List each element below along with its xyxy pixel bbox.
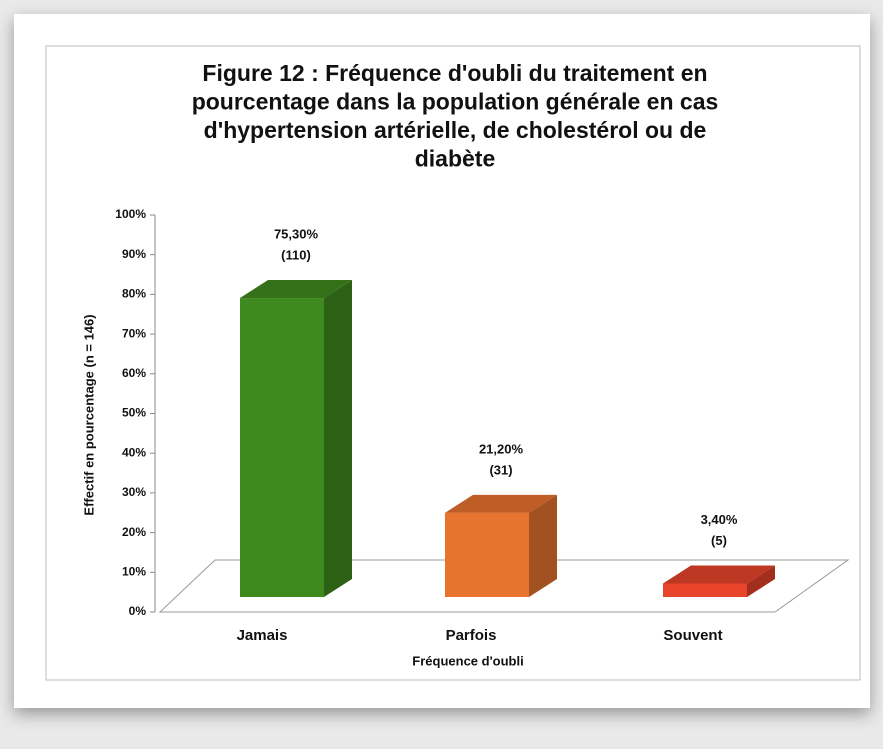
bar [240, 298, 324, 597]
chart-title: d'hypertension artérielle, de cholestéro… [204, 117, 707, 143]
count-label: (31) [489, 462, 512, 477]
bar-side [324, 280, 352, 597]
x-axis-label: Fréquence d'oubli [412, 653, 523, 668]
count-label: (110) [281, 247, 311, 262]
x-tick-label: Souvent [663, 627, 722, 644]
y-tick-label: 60% [122, 366, 146, 380]
y-tick-label: 40% [122, 445, 146, 459]
y-tick-label: 80% [122, 287, 146, 301]
bar-top [240, 280, 352, 299]
chart-title: Figure 12 : Fréquence d'oubli du traitem… [202, 60, 707, 86]
x-tick-label: Jamais [237, 627, 288, 644]
y-tick-label: 10% [122, 564, 146, 578]
y-tick-label: 20% [122, 525, 146, 539]
value-label: 3,40% [701, 512, 738, 527]
chart-title: pourcentage dans la population générale … [192, 89, 719, 115]
value-label: 21,20% [479, 441, 524, 456]
y-tick-label: 100% [115, 207, 146, 221]
y-tick-label: 70% [122, 326, 146, 340]
count-label: (5) [711, 533, 727, 548]
x-tick-label: Parfois [446, 627, 497, 644]
y-tick-label: 90% [122, 247, 146, 261]
bar-side [529, 494, 557, 597]
value-label: 75,30% [274, 226, 319, 241]
bar [663, 583, 747, 597]
y-tick-label: 30% [122, 485, 146, 499]
floor [158, 559, 850, 613]
y-axis-label: Effectif en pourcentage (n = 146) [81, 314, 96, 515]
bar [445, 512, 529, 597]
bar-side [747, 565, 775, 597]
bar-top [663, 565, 775, 584]
chart-title: diabète [415, 146, 496, 172]
y-tick-label: 0% [129, 604, 147, 618]
bar-top [445, 494, 557, 513]
y-tick-label: 50% [122, 406, 146, 420]
